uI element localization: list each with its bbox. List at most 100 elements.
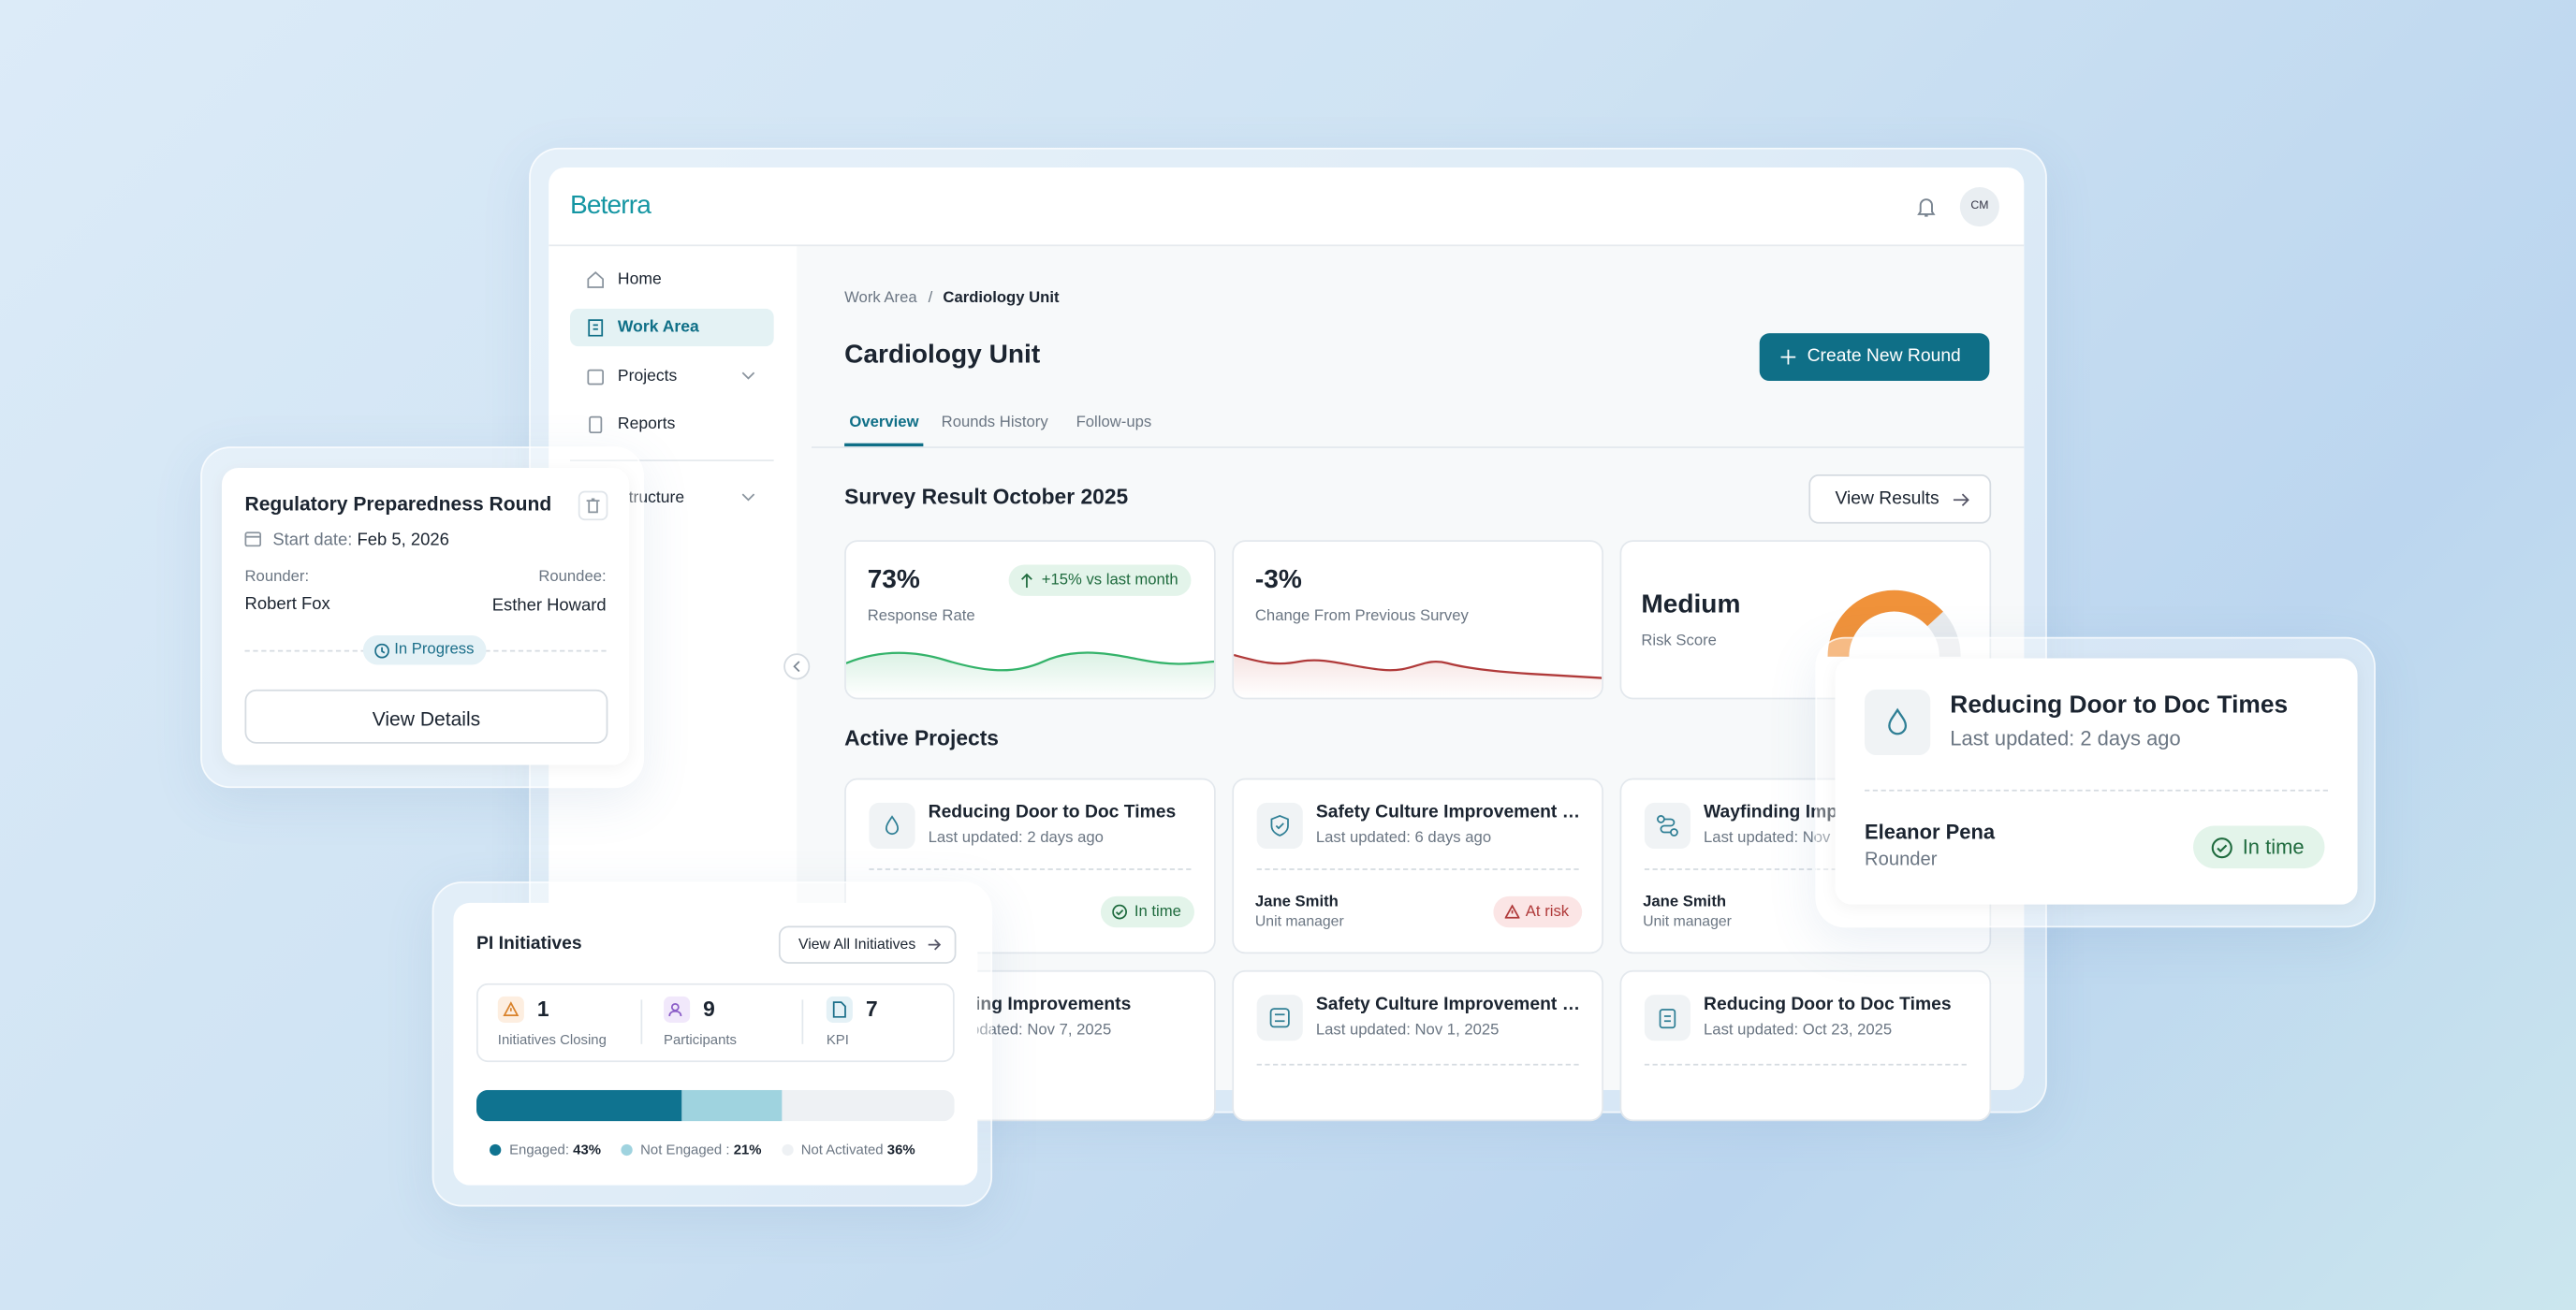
clip-edge (812, 1090, 2027, 1123)
stat-card: 73% Response Rate +15% vs last month (844, 540, 1216, 700)
nav-item[interactable]: Projects (570, 357, 774, 395)
project-card[interactable]: Safety Culture Improvement Program Last … (1232, 778, 1603, 954)
detail-card: Reducing Door to Doc Times Last updated:… (1835, 658, 2358, 905)
bell-icon[interactable] (1915, 196, 1937, 219)
route-icon (1657, 815, 1678, 837)
stat-label: Change From Previous Survey (1254, 607, 1469, 626)
separator (801, 999, 804, 1044)
badge-label: In Progress (394, 640, 475, 659)
badge-label: In time (2242, 835, 2305, 859)
button-label: View Details (372, 707, 481, 731)
person-name: Eleanor Pena (1865, 821, 1996, 844)
icon-box (497, 996, 524, 1023)
tab[interactable]: Follow-ups (1076, 414, 1152, 432)
legend-value: 43% (573, 1141, 602, 1157)
engagement-segment (782, 1089, 955, 1122)
check-icon (1113, 904, 1128, 920)
stat-card: -3% Change From Previous Survey (1232, 540, 1603, 700)
tab[interactable]: Rounds History (941, 414, 1048, 432)
badge-label: In time (1134, 902, 1181, 922)
divider (1256, 1063, 1579, 1066)
collapse-button[interactable] (783, 653, 811, 680)
nav-item[interactable]: Reports (570, 405, 774, 443)
separator (640, 999, 643, 1044)
sparkline (845, 651, 1215, 698)
start-label: Start date: (272, 530, 353, 550)
stat-value: 9 (703, 996, 715, 1022)
breadcrumb-item[interactable]: Work Area (844, 288, 917, 308)
project-card[interactable]: Safety Culture Improvement Program Last … (1232, 969, 1603, 1122)
page-title: Cardiology Unit (844, 341, 1041, 370)
person-role: Unit manager (1254, 912, 1344, 929)
stat-label: Participants (664, 1030, 738, 1048)
status-badge: In time (2193, 825, 2324, 869)
icon-box (1256, 802, 1303, 850)
legend-name: Not Activated (800, 1141, 884, 1157)
icon-box (869, 802, 915, 850)
delete-button[interactable] (578, 490, 608, 521)
section-title: Active Projects (844, 725, 999, 750)
warning-icon (1503, 904, 1519, 919)
detail-updated: Last updated: 2 days ago (1950, 727, 2181, 750)
nav-divider (570, 459, 774, 461)
list-icon (1269, 1008, 1290, 1028)
nav-label: Work Area (617, 318, 699, 337)
pi-stats: 1 Initiatives Closing 9 Participants 7 K… (476, 982, 955, 1063)
person-role: Rounder (1865, 850, 1938, 870)
legend-dot (781, 1143, 793, 1157)
project-card[interactable]: Reducing Door to Doc Times Last updated:… (1619, 969, 1992, 1122)
view-all-button[interactable]: View All Initiatives (778, 925, 957, 964)
project-updated: Last updated: 2 days ago (928, 828, 1104, 848)
person-name: Jane Smith (1254, 893, 1339, 911)
project-updated: Last updated: 6 days ago (1315, 828, 1492, 848)
check-icon (2211, 837, 2232, 859)
engagement-bar (476, 1089, 955, 1122)
create-round-button[interactable]: Create New Round (1759, 333, 1990, 382)
rounder-label: Rounder: (244, 568, 310, 587)
stat-label: Initiatives Closing (497, 1030, 607, 1048)
icon-box (1644, 995, 1690, 1041)
chevron-left (793, 661, 800, 673)
nav-item[interactable]: Structure (570, 479, 774, 517)
clock-icon (374, 643, 389, 659)
file-icon (832, 1001, 846, 1018)
arrow-up (1021, 573, 1032, 589)
button-label: View Results (1835, 488, 1939, 509)
start-date: Start date: Feb 5, 2026 (272, 531, 449, 548)
clipboard-icon (1659, 1009, 1676, 1029)
project-card[interactable]: Reducing Door to Doc Times Last updated:… (844, 778, 1216, 954)
nav-label: Structure (617, 488, 685, 508)
engagement-segment (681, 1089, 783, 1122)
drop-icon (885, 815, 900, 836)
avatar[interactable]: CM (1959, 187, 1999, 227)
legend-dot (621, 1143, 633, 1157)
status-badge: In Progress (362, 634, 486, 665)
start-value: Feb 5, 2026 (357, 530, 449, 550)
view-details-button[interactable]: View Details (244, 689, 608, 744)
breadcrumb-separator: / (928, 288, 933, 308)
logo[interactable]: Beterra (570, 192, 651, 221)
detail-title: Reducing Door to Doc Times (1950, 691, 2289, 720)
icon-box (1865, 689, 1931, 756)
nav-item[interactable]: Home (570, 261, 774, 298)
button-label: Create New Round (1807, 346, 1961, 367)
project-name: Reducing Door to Doc Times (928, 804, 1177, 822)
nav-label: Projects (617, 367, 678, 386)
divider (1865, 789, 2328, 792)
nav-label: Home (617, 270, 662, 289)
tab-active[interactable]: Overview (849, 414, 919, 432)
nav-item-active[interactable]: Work Area (570, 308, 774, 347)
roundee-label: Roundee: (538, 568, 607, 587)
tab-divider (812, 446, 2025, 448)
status-badge: In time (1101, 895, 1194, 928)
breadcrumb-current: Cardiology Unit (943, 288, 1060, 308)
view-results-button[interactable]: View Results (1808, 474, 1992, 524)
chevron (741, 371, 755, 380)
shield-icon (1270, 814, 1289, 837)
legend-dot (490, 1143, 502, 1157)
legend-value: 21% (733, 1141, 762, 1157)
pi-title: PI Initiatives (476, 934, 582, 954)
